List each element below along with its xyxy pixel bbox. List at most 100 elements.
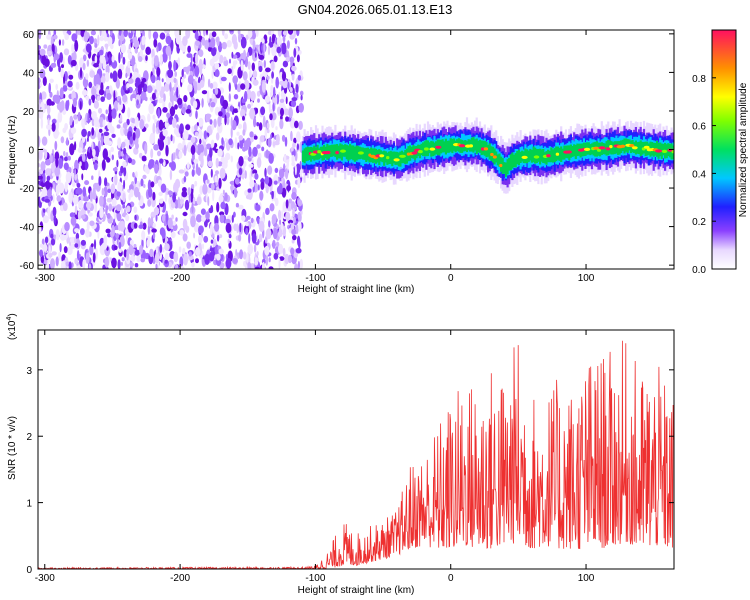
noise-speckle — [47, 117, 50, 126]
ridge-band — [571, 146, 574, 157]
noise-speckle — [56, 195, 62, 202]
colorbar-tick-label: 0.2 — [692, 217, 706, 228]
noise-speckle — [295, 83, 299, 94]
noise-speckle — [252, 79, 259, 86]
noise-speckle — [60, 68, 64, 79]
noise-speckle — [297, 260, 300, 269]
noise-speckle — [296, 30, 300, 37]
noise-speckle — [292, 235, 297, 241]
noise-speckle — [267, 165, 273, 175]
noise-speckle — [157, 138, 161, 147]
noise-speckle — [218, 177, 222, 189]
noise-speckle — [256, 90, 261, 97]
noise-speckle — [138, 201, 143, 207]
noise-speckle — [278, 257, 281, 269]
noise-speckle — [268, 257, 271, 263]
noise-speckle — [110, 183, 116, 194]
ridge-band — [503, 162, 506, 174]
noise-speckle — [159, 54, 163, 66]
noise-speckle — [264, 175, 270, 185]
noise-speckle — [219, 167, 226, 179]
noise-speckle — [210, 239, 214, 244]
noise-speckle — [298, 120, 303, 130]
noise-speckle — [243, 49, 246, 61]
noise-speckle — [171, 96, 174, 108]
noise-speckle — [251, 62, 255, 72]
noise-speckle — [225, 222, 232, 234]
noise-speckle — [110, 146, 114, 153]
noise-speckle — [194, 82, 198, 95]
noise-speckle — [102, 119, 106, 128]
noise-speckle — [64, 221, 70, 232]
noise-speckle — [55, 256, 59, 267]
noise-speckle — [69, 115, 74, 123]
noise-speckle — [198, 49, 204, 57]
noise-speckle — [164, 243, 170, 251]
noise-speckle — [118, 52, 121, 64]
noise-speckle — [64, 181, 68, 193]
ridge-band — [521, 150, 524, 162]
noise-speckle — [258, 220, 265, 233]
spectrogram-x-axis-label: Height of straight line (km) — [298, 284, 415, 295]
noise-speckle — [184, 199, 190, 211]
ridge-band — [405, 148, 408, 164]
noise-speckle — [227, 68, 232, 75]
ridge-hotspot — [490, 152, 494, 157]
noise-speckle — [76, 250, 80, 261]
noise-speckle — [284, 253, 290, 265]
noise-speckle — [117, 137, 122, 149]
noise-speckle — [248, 163, 254, 168]
noise-speckle — [294, 120, 299, 129]
noise-speckle — [134, 47, 138, 54]
noise-speckle — [41, 187, 48, 197]
ridge-band — [305, 147, 308, 162]
noise-speckle — [128, 193, 131, 201]
noise-speckle — [293, 47, 297, 58]
ridge-hotspot — [499, 163, 503, 168]
noise-speckle — [91, 141, 94, 152]
noise-speckle — [252, 70, 258, 79]
noise-speckle — [67, 80, 73, 88]
noise-speckle — [42, 215, 49, 224]
noise-speckle — [79, 100, 82, 111]
noise-speckle — [211, 123, 215, 131]
noise-speckle — [108, 150, 112, 159]
noise-speckle — [296, 143, 299, 151]
noise-speckle — [123, 179, 126, 190]
noise-speckle — [224, 33, 229, 40]
noise-speckle — [55, 229, 60, 241]
ridge-band — [394, 151, 397, 165]
noise-speckle — [275, 241, 280, 247]
noise-speckle — [122, 79, 126, 86]
noise-speckle — [93, 63, 99, 68]
noise-speckle — [85, 202, 92, 209]
noise-speckle — [85, 43, 92, 53]
noise-speckle — [94, 43, 98, 48]
noise-speckle — [190, 55, 193, 63]
noise-speckle — [201, 243, 205, 250]
ridge-band — [524, 148, 527, 164]
noise-speckle — [46, 123, 52, 130]
noise-speckle — [82, 121, 85, 131]
noise-speckle — [145, 55, 148, 62]
noise-speckle — [118, 241, 122, 249]
noise-speckle — [48, 253, 53, 258]
noise-speckle — [119, 220, 126, 232]
noise-speckle — [258, 233, 263, 243]
noise-speckle — [285, 199, 289, 209]
noise-speckle — [266, 75, 270, 80]
noise-speckle — [94, 145, 100, 158]
ridge-band — [332, 144, 335, 156]
noise-speckle — [206, 186, 212, 194]
ridge-band — [472, 136, 475, 153]
noise-speckle — [198, 242, 202, 249]
noise-speckle — [94, 201, 98, 213]
noise-speckle — [279, 256, 285, 261]
ridge-hotspot — [546, 154, 551, 158]
ridge-hotspot — [583, 147, 591, 151]
ridge-hotspot — [325, 150, 331, 155]
noise-speckle — [158, 119, 164, 131]
noise-speckle — [256, 144, 261, 149]
noise-speckle — [101, 159, 106, 171]
noise-speckle — [153, 38, 158, 48]
